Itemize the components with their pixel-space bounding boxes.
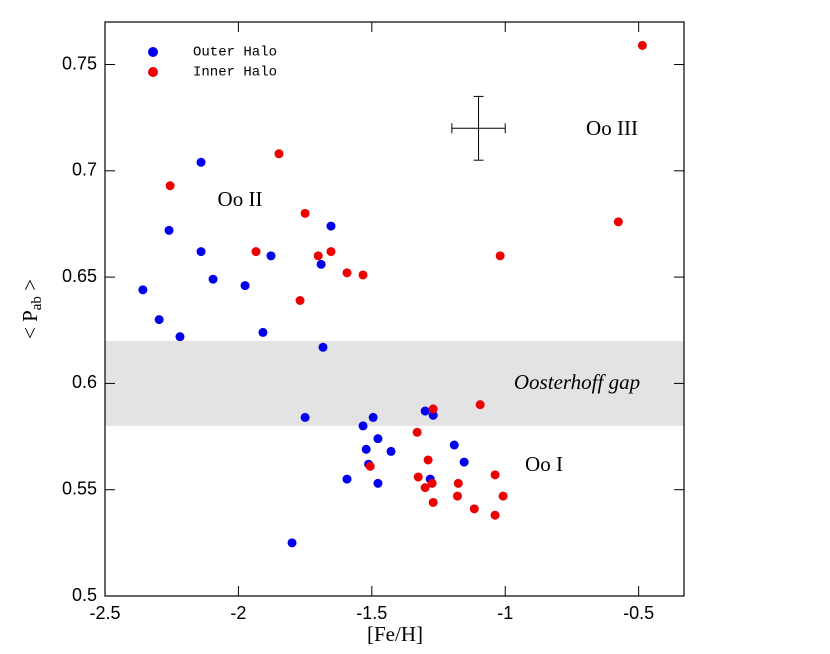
- y-tick-label: 0.75: [62, 53, 97, 73]
- point: [164, 225, 174, 235]
- point: [469, 504, 479, 514]
- point: [368, 412, 378, 422]
- point: [208, 274, 218, 284]
- point: [412, 427, 422, 437]
- point: [196, 247, 206, 257]
- y-tick-label: 0.65: [62, 266, 97, 286]
- point: [428, 410, 438, 420]
- point: [326, 221, 336, 231]
- point: [459, 457, 469, 467]
- point: [342, 474, 352, 484]
- gap-band: [105, 340, 684, 426]
- point: [495, 251, 505, 261]
- point: [423, 455, 433, 465]
- point: [498, 491, 508, 501]
- y-label-sub: ab: [29, 296, 45, 310]
- point: [326, 247, 336, 257]
- y-label-end: >: [18, 279, 42, 296]
- point: [490, 470, 500, 480]
- y-tick-label: 0.7: [72, 160, 97, 180]
- x-tick-label: -2.5: [89, 603, 120, 623]
- point: [300, 208, 310, 218]
- point: [313, 251, 323, 261]
- annotation: Oo III: [586, 116, 638, 140]
- point: [251, 247, 261, 257]
- point: [358, 421, 368, 431]
- point: [428, 497, 438, 507]
- annotation: Oo I: [525, 452, 563, 476]
- point: [386, 446, 396, 456]
- point: [342, 268, 352, 278]
- legend-marker: [148, 47, 158, 57]
- point: [449, 440, 459, 450]
- legend-marker: [148, 67, 158, 77]
- point: [420, 406, 430, 416]
- point: [475, 400, 485, 410]
- point: [318, 342, 328, 352]
- y-axis-label: < Pab >: [18, 279, 46, 339]
- x-tick-label: -0.5: [623, 603, 654, 623]
- y-tick-label: 0.5: [72, 585, 97, 605]
- point: [154, 315, 164, 325]
- point: [420, 483, 430, 493]
- point: [428, 404, 438, 414]
- point: [453, 478, 463, 488]
- point: [287, 538, 297, 548]
- y-tick-label: 0.6: [72, 372, 97, 392]
- point: [373, 434, 383, 444]
- point: [240, 281, 250, 291]
- y-label-main: < P: [18, 310, 42, 339]
- point: [358, 270, 368, 280]
- legend-label: Inner Halo: [193, 65, 277, 81]
- legend-label: Outer Halo: [193, 45, 277, 61]
- point: [413, 472, 423, 482]
- point: [274, 149, 284, 159]
- point: [316, 259, 326, 269]
- point: [175, 332, 185, 342]
- x-tick-label: -2: [230, 603, 246, 623]
- point: [258, 327, 268, 337]
- point: [165, 181, 175, 191]
- point: [266, 251, 276, 261]
- point: [300, 412, 310, 422]
- point: [295, 295, 305, 305]
- x-tick-label: -1.5: [356, 603, 387, 623]
- annotation: Oosterhoff gap: [514, 370, 640, 394]
- point: [452, 491, 462, 501]
- point: [427, 478, 437, 488]
- point: [637, 40, 647, 50]
- point: [361, 444, 371, 454]
- point: [365, 461, 375, 471]
- x-axis-label: [Fe/H]: [367, 622, 423, 646]
- point: [613, 217, 623, 227]
- point: [373, 478, 383, 488]
- y-tick-label: 0.55: [62, 478, 97, 498]
- plot-frame: [104, 21, 685, 597]
- x-tick-label: -1: [497, 603, 513, 623]
- point: [196, 157, 206, 167]
- annotation: Oo II: [218, 187, 263, 211]
- point: [138, 285, 148, 295]
- point: [490, 510, 500, 520]
